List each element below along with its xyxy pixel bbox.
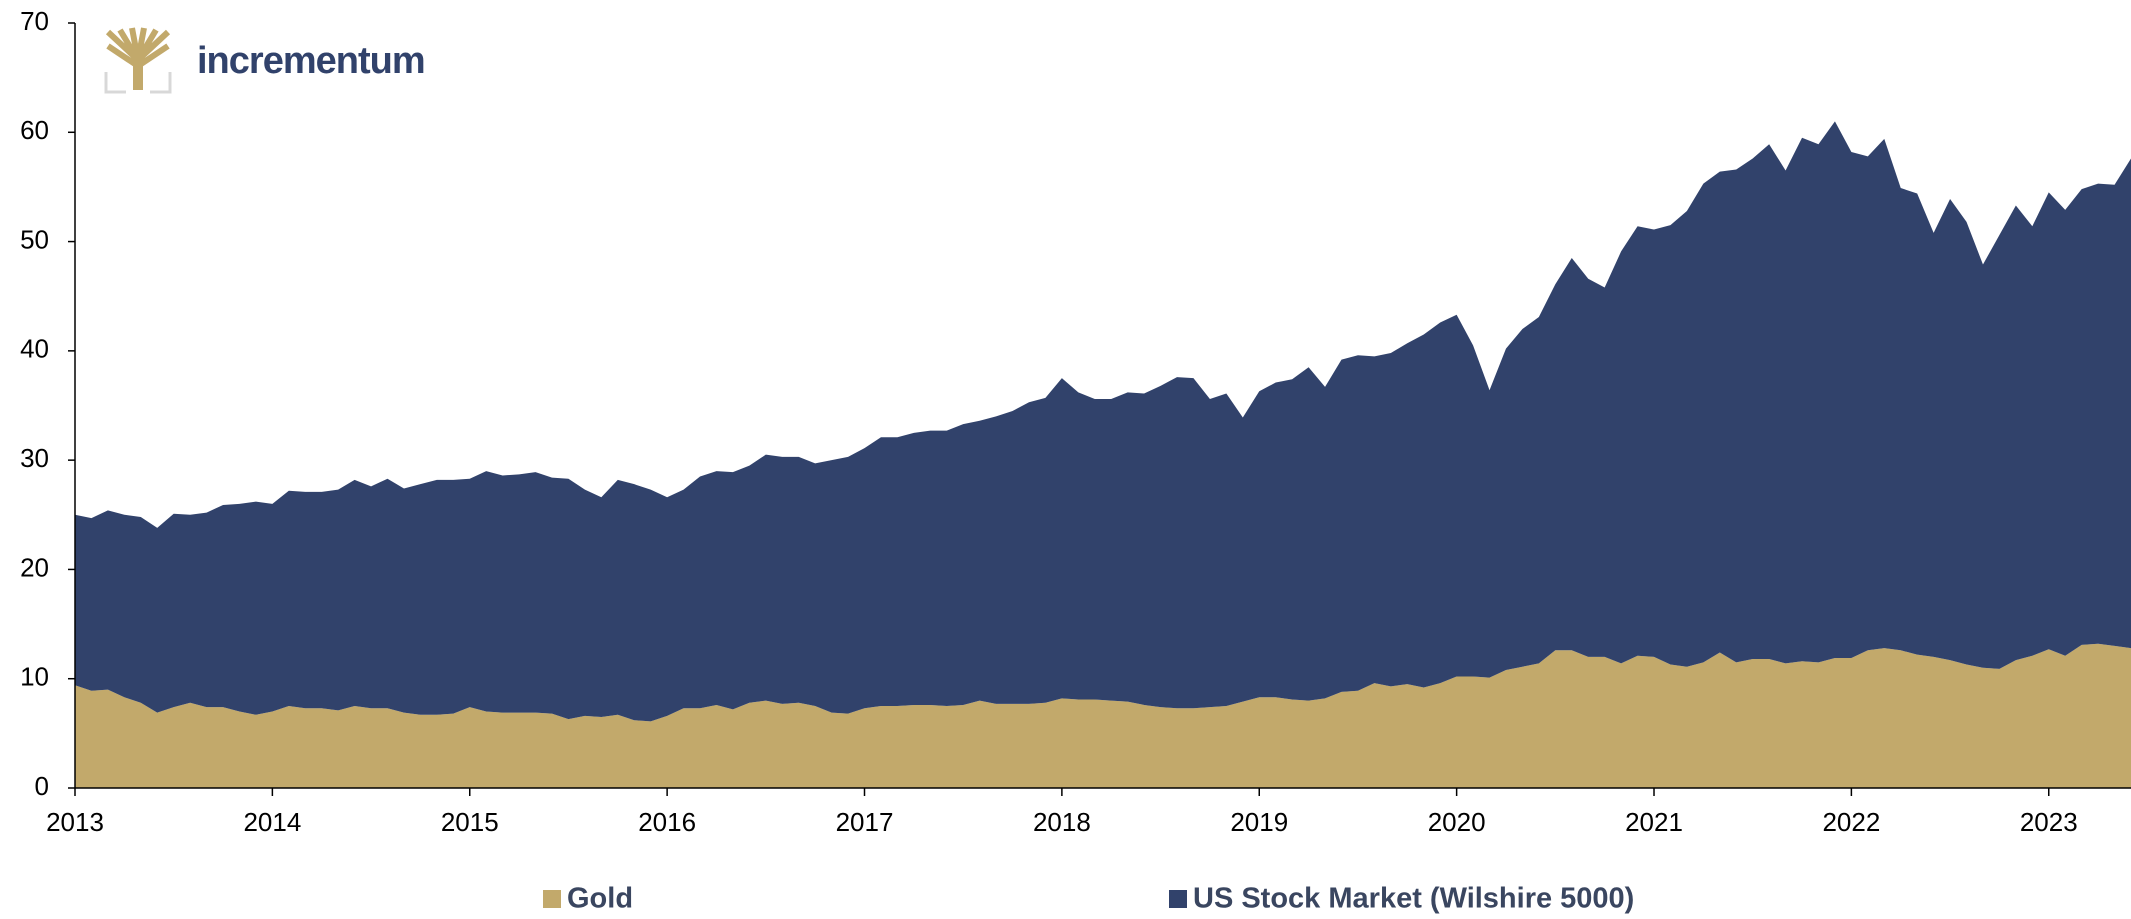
- x-tick-label: 2018: [1033, 807, 1091, 837]
- x-tick-label: 2014: [243, 807, 301, 837]
- y-tick-label: 50: [20, 224, 49, 254]
- y-tick-label: 70: [20, 6, 49, 36]
- y-tick-label: 10: [20, 662, 49, 692]
- logo-text: incrementum: [197, 40, 425, 82]
- y-tick-label: 0: [35, 771, 49, 801]
- x-tick-label: 2015: [441, 807, 499, 837]
- legend-label: US Stock Market (Wilshire 5000): [1193, 883, 1634, 915]
- y-tick-label: 60: [20, 115, 49, 145]
- x-tick-label: 2019: [1230, 807, 1288, 837]
- x-tick-label: 2020: [1428, 807, 1486, 837]
- y-tick-label: 20: [20, 552, 49, 582]
- x-tick-label: 2017: [836, 807, 894, 837]
- x-tick-label: 2013: [46, 807, 104, 837]
- area: [75, 643, 2131, 788]
- x-tick-label: 2022: [1822, 807, 1880, 837]
- y-tick-label: 40: [20, 334, 49, 364]
- legend-swatch: [1169, 890, 1187, 908]
- y-tick-label: 30: [20, 443, 49, 473]
- x-tick-label: 2021: [1625, 807, 1683, 837]
- logo-icon: [104, 27, 172, 94]
- legend-label: Gold: [567, 883, 633, 915]
- legend-swatch: [543, 890, 561, 908]
- area: [75, 121, 2131, 722]
- x-tick-label: 2016: [638, 807, 696, 837]
- x-tick-label: 2023: [2020, 807, 2078, 837]
